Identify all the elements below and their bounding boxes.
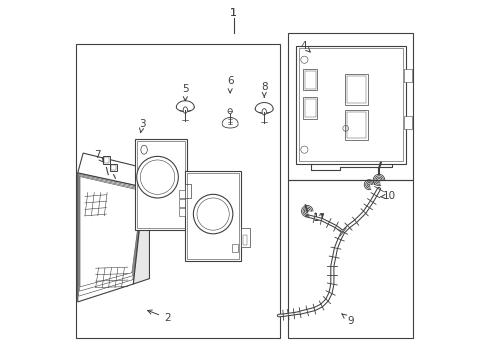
Text: 9: 9 xyxy=(341,314,353,325)
Text: 10: 10 xyxy=(380,191,395,201)
Bar xyxy=(179,190,185,198)
Text: 8: 8 xyxy=(261,82,267,97)
Polygon shape xyxy=(133,169,149,284)
Ellipse shape xyxy=(227,109,232,114)
Bar xyxy=(303,69,317,90)
Bar xyxy=(303,97,317,119)
Ellipse shape xyxy=(183,107,187,113)
Text: 6: 6 xyxy=(226,76,233,93)
Ellipse shape xyxy=(262,109,266,115)
Bar xyxy=(185,184,190,198)
Text: 7: 7 xyxy=(94,150,103,162)
Bar xyxy=(403,116,411,129)
Polygon shape xyxy=(78,173,144,302)
Text: 4: 4 xyxy=(300,41,309,52)
Bar xyxy=(135,139,187,230)
Bar xyxy=(241,228,249,247)
Bar xyxy=(403,69,411,82)
Bar xyxy=(287,180,412,338)
Bar xyxy=(179,199,185,207)
Bar xyxy=(296,45,405,164)
Circle shape xyxy=(137,156,178,198)
Text: 2: 2 xyxy=(147,310,170,323)
Polygon shape xyxy=(78,153,149,187)
Bar xyxy=(344,74,367,105)
Bar xyxy=(185,171,241,261)
Text: 5: 5 xyxy=(182,84,188,101)
Bar xyxy=(110,163,117,171)
Bar xyxy=(76,44,280,338)
Bar xyxy=(103,156,109,164)
Bar xyxy=(231,244,238,252)
Bar xyxy=(304,71,315,89)
Bar xyxy=(344,110,367,140)
Text: 11: 11 xyxy=(312,213,326,222)
Bar xyxy=(104,157,108,163)
Circle shape xyxy=(193,194,232,234)
Bar xyxy=(346,76,366,103)
Bar xyxy=(298,48,403,161)
Text: 1: 1 xyxy=(230,8,237,18)
Bar xyxy=(137,141,184,228)
Bar xyxy=(242,234,247,244)
Bar xyxy=(287,33,412,180)
Bar xyxy=(187,173,238,258)
Bar xyxy=(304,99,315,117)
Bar xyxy=(346,112,366,138)
Text: 1: 1 xyxy=(230,8,237,18)
Text: 3: 3 xyxy=(139,120,145,132)
Bar xyxy=(111,165,116,170)
Bar xyxy=(179,208,185,216)
